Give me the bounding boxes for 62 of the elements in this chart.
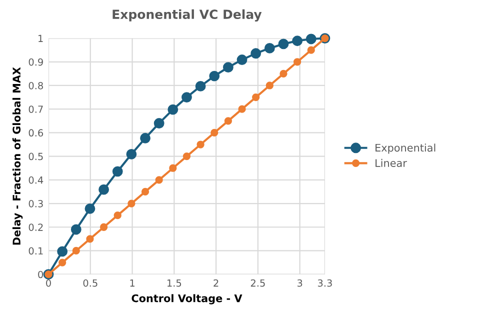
point	[169, 164, 177, 172]
point	[209, 70, 220, 82]
point	[196, 140, 204, 148]
y-tick-label: 0.5	[28, 152, 43, 160]
point	[264, 42, 275, 54]
point	[210, 128, 218, 137]
point	[222, 62, 234, 73]
point	[140, 132, 150, 144]
point	[238, 105, 246, 113]
point	[236, 54, 248, 65]
legend-label: Exponential	[376, 144, 436, 154]
x-tick-label: 0	[46, 279, 51, 287]
point	[58, 258, 66, 266]
point	[306, 34, 316, 44]
point	[250, 48, 262, 59]
point	[141, 188, 150, 196]
x-tick-label: 3.3	[318, 279, 332, 287]
y-tick-label: 0.8	[28, 82, 43, 90]
point	[252, 93, 260, 102]
y-tick-label: 1	[38, 34, 43, 42]
x-axis-title: Control Voltage - V	[132, 294, 242, 304]
x-tick-label: 1.5	[167, 280, 182, 287]
y-tick-label: 0.6	[28, 129, 44, 137]
point	[86, 235, 94, 243]
y-tick-label: 0.3	[28, 200, 43, 208]
y-tick-label: 0	[38, 270, 43, 278]
point	[72, 246, 80, 255]
point	[278, 38, 289, 50]
point	[293, 58, 302, 66]
point	[195, 80, 206, 92]
y-tick-label: 0.1	[28, 247, 43, 255]
point	[182, 92, 192, 103]
point	[126, 148, 137, 160]
point	[182, 152, 191, 160]
point	[292, 36, 303, 46]
y-tick-label: 0.7	[28, 106, 43, 113]
y-tick-label: 0.4	[28, 176, 44, 184]
point	[155, 176, 163, 184]
chart-title: Exponential VC Delay	[112, 9, 262, 22]
point	[266, 82, 274, 90]
point	[128, 200, 136, 208]
point	[84, 204, 96, 214]
point	[100, 223, 108, 231]
point	[57, 246, 68, 257]
x-tick-label: 3	[297, 279, 302, 287]
y-tick-label: 0.2	[28, 224, 43, 231]
point	[112, 166, 123, 177]
y-axis-title: Delay - Fraction of Global MAX	[12, 67, 23, 245]
point	[70, 224, 82, 235]
point	[98, 184, 109, 195]
legend-label: Linear	[376, 158, 407, 167]
point	[114, 212, 122, 220]
point	[154, 118, 164, 128]
point	[307, 46, 315, 54]
y-tick-label: 0.9	[28, 58, 43, 66]
x-tick-label: 1	[130, 280, 134, 287]
x-tick-label: 0.5	[83, 279, 98, 287]
x-tick-label: 2	[214, 279, 218, 287]
point	[280, 70, 288, 78]
point	[224, 117, 232, 125]
point	[168, 104, 178, 115]
x-tick-label: 2.5	[250, 279, 265, 287]
